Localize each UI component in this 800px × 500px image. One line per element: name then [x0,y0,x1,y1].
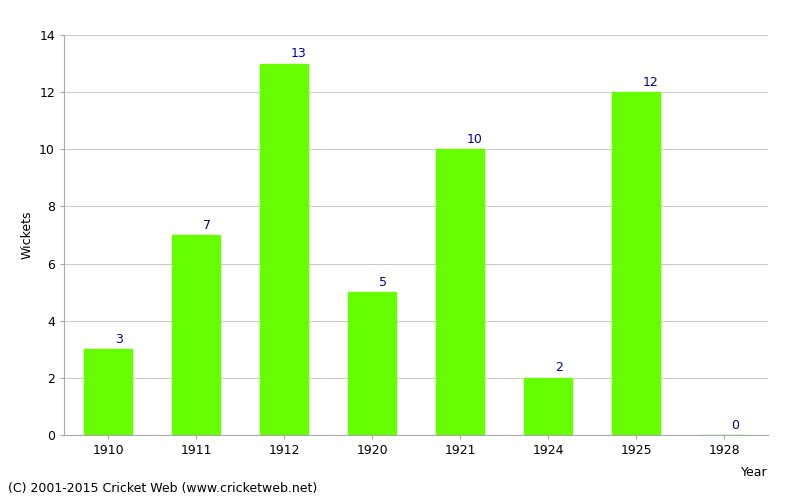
Text: 13: 13 [291,47,306,60]
Text: 12: 12 [643,76,658,88]
Y-axis label: Wickets: Wickets [21,211,34,259]
Bar [348,292,396,435]
Bar [612,92,660,435]
Text: (C) 2001-2015 Cricket Web (www.cricketweb.net): (C) 2001-2015 Cricket Web (www.cricketwe… [8,482,318,495]
Bar [172,235,220,435]
Text: 3: 3 [115,333,123,346]
Bar [524,378,572,435]
Text: Year: Year [742,466,768,478]
Bar [84,350,132,435]
Bar [436,150,484,435]
Text: 5: 5 [379,276,387,288]
Bar [260,64,308,435]
Text: 7: 7 [203,218,211,232]
Text: 2: 2 [555,362,563,374]
Text: 0: 0 [731,418,739,432]
Text: 10: 10 [467,133,483,146]
